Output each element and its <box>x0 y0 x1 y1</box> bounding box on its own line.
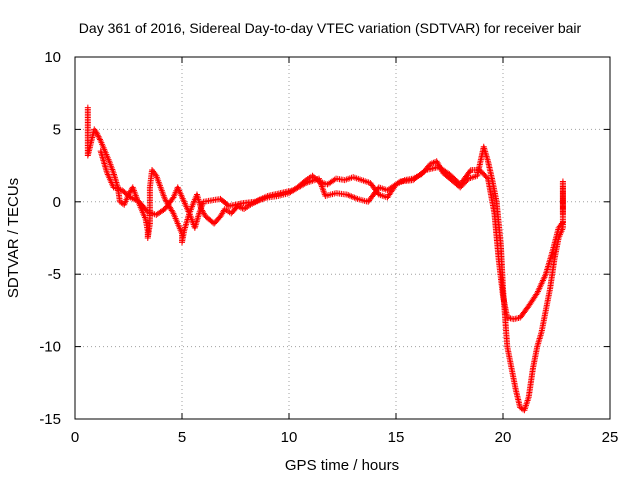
data-point <box>559 210 566 217</box>
data-point-fill <box>152 171 159 178</box>
y-tick-label: 0 <box>53 194 61 211</box>
y-tick-label: -15 <box>39 411 61 428</box>
x-tick-label: 10 <box>281 429 298 446</box>
y-axis-label: SDTVAR / TECUs <box>5 178 22 298</box>
y-tick-label: -10 <box>39 339 61 356</box>
chart-title: Day 361 of 2016, Sidereal Day-to-day VTE… <box>79 20 582 36</box>
data-point-fill <box>466 168 473 175</box>
data-point-fill <box>96 136 103 143</box>
data-point-fill <box>94 132 101 139</box>
data-point-fill <box>96 135 103 142</box>
data-point-fill <box>169 208 176 215</box>
y-tick-label: 5 <box>53 121 61 138</box>
axis-ticks: 0 5 10 15 20 25 10 5 0 -5 -10 -15 <box>39 49 618 446</box>
data-point-fill <box>395 179 402 186</box>
plot-frame <box>74 56 611 420</box>
x-axis-label: GPS time / hours <box>285 457 399 474</box>
x-tick-label: 25 <box>602 429 619 446</box>
data-point-fill <box>95 133 102 140</box>
data-point <box>93 129 100 136</box>
data-point-fill <box>301 180 308 187</box>
x-tick-label: 20 <box>495 429 512 446</box>
x-tick-label: 0 <box>71 429 79 446</box>
data-point-fill <box>558 220 565 227</box>
data-point-fill <box>94 130 101 137</box>
y-tick-label: -5 <box>48 266 61 283</box>
data-point-fill <box>421 167 428 174</box>
grid-lines <box>75 57 610 419</box>
x-tick-label: 5 <box>178 429 186 446</box>
data-point-fill <box>533 291 540 298</box>
y-tick-label: 10 <box>44 49 61 66</box>
data-point <box>559 219 566 226</box>
data-points <box>84 104 566 414</box>
x-tick-label: 15 <box>388 429 405 446</box>
